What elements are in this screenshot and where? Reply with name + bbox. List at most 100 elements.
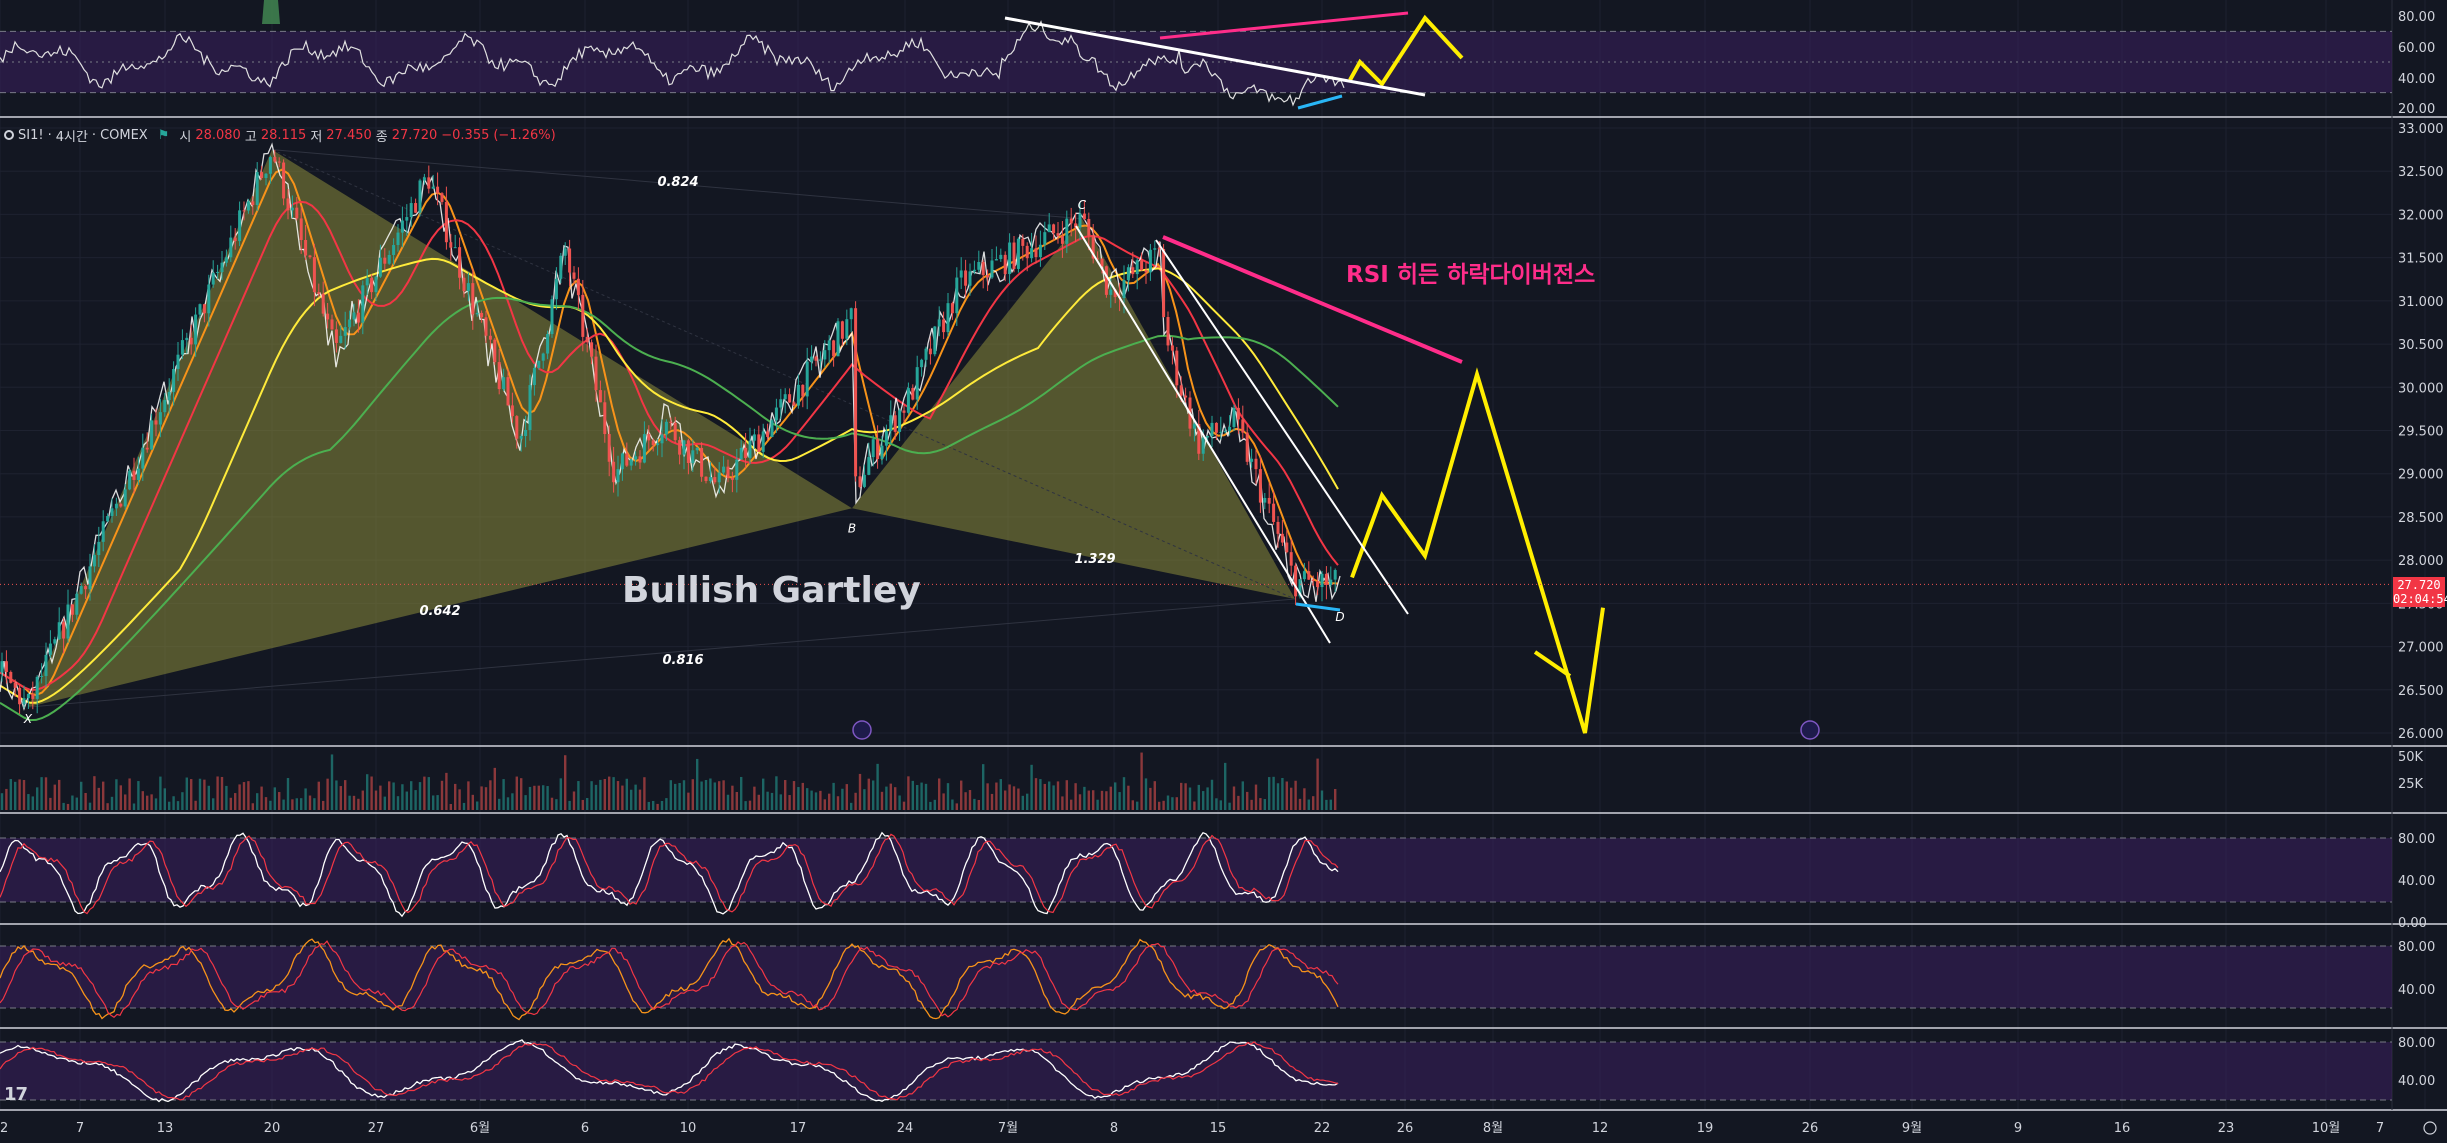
time-tick-label: 9월	[1902, 1121, 1922, 1136]
volume-bar	[22, 779, 26, 810]
ma-slow-line	[0, 257, 1339, 704]
volume-bar	[722, 780, 725, 810]
volume-bar	[770, 792, 774, 810]
candle-body	[484, 317, 488, 336]
volume-bar	[647, 801, 650, 810]
candle-body	[246, 201, 250, 211]
volume-bar	[1250, 799, 1253, 810]
volume-bar	[946, 783, 950, 810]
candle-body	[1016, 238, 1020, 269]
candle-body	[136, 468, 140, 480]
candle-body	[911, 388, 915, 400]
volume-bar	[1158, 801, 1161, 810]
time-tick-label: 7	[76, 1121, 84, 1136]
interval-label[interactable]: 4시간	[55, 129, 88, 145]
candle-body	[132, 470, 136, 480]
volume-bar	[88, 802, 92, 810]
stoch-k-line	[0, 831, 1339, 918]
candle-body	[726, 466, 730, 479]
candle-body	[268, 157, 272, 174]
volume-bar	[348, 795, 351, 810]
candle-body	[876, 439, 880, 460]
candle-body	[612, 461, 616, 483]
oscillator-lines	[0, 0, 1345, 1103]
volume-bar	[524, 795, 527, 810]
candle-body	[1267, 497, 1271, 504]
volume-bar	[220, 776, 224, 810]
volume-bar	[586, 798, 589, 810]
candle-body	[282, 162, 286, 199]
candle-body	[1175, 350, 1179, 386]
volume-bar	[1246, 791, 1249, 810]
tradingview-logo-icon[interactable]: 17	[4, 1084, 28, 1105]
candle-body	[216, 272, 220, 274]
volume-bar	[1197, 784, 1200, 810]
time-tick-label: 24	[897, 1121, 914, 1136]
volume-bar	[71, 795, 74, 810]
volume-bar	[1268, 777, 1271, 810]
volume-bar	[93, 776, 96, 810]
volume-bar	[1061, 796, 1064, 810]
candle-body	[35, 676, 39, 699]
volume-bar	[955, 803, 958, 810]
volume-bar	[858, 773, 862, 810]
candle-body	[356, 312, 360, 323]
volume-bar	[1127, 785, 1130, 810]
volume-bar	[775, 776, 778, 810]
candle-body	[594, 356, 598, 391]
volume-bar	[269, 800, 272, 810]
volume-bar	[546, 786, 549, 810]
candle-body	[299, 218, 303, 240]
candle-body	[334, 329, 338, 343]
candle-body	[920, 359, 924, 368]
candle-body	[1030, 248, 1034, 259]
candle-body	[1170, 345, 1174, 351]
candle-body	[1157, 248, 1161, 250]
volume-bar	[757, 794, 760, 810]
time-tick-label: 13	[157, 1121, 174, 1136]
candle-body	[304, 239, 308, 256]
candle-body	[154, 420, 158, 425]
rsi-low-line	[1297, 94, 1343, 110]
candle-body	[770, 420, 774, 437]
volume-bar	[1272, 776, 1275, 810]
open-label: 시	[179, 129, 192, 145]
candle-body	[1289, 552, 1293, 566]
volume-bar	[1149, 787, 1152, 810]
candle-body	[541, 353, 545, 361]
candle-body	[854, 308, 858, 477]
candle-body	[1100, 258, 1104, 267]
volume-bar	[1276, 783, 1280, 810]
candle-body	[458, 247, 462, 278]
volume-bar	[1070, 799, 1073, 810]
candle-body	[862, 474, 866, 487]
symbol-legend[interactable]: SI1! · 4시간 · COMEX ⚑ 시 28.080 고 28.115 저 27…	[4, 126, 556, 145]
candle-body	[651, 440, 655, 446]
candle-body	[260, 172, 264, 178]
candle-body	[880, 445, 884, 460]
symbol-name[interactable]: SI1!	[18, 127, 44, 143]
volume-bar	[229, 797, 232, 810]
candle-body	[251, 201, 255, 206]
volume-bar	[872, 780, 875, 810]
candle-body	[242, 210, 246, 212]
candle-body	[832, 340, 836, 357]
candle-body	[1316, 581, 1320, 588]
candle-body	[660, 434, 664, 444]
candle-body	[708, 477, 712, 482]
price-tick-label: 26.000	[2398, 727, 2444, 742]
candle-body	[312, 257, 316, 293]
volume-bar	[568, 800, 571, 810]
osc-tick-label: 80.00	[2398, 940, 2435, 955]
volume-bar	[75, 797, 78, 810]
candle-body	[1245, 432, 1249, 462]
volume-bar	[1180, 782, 1183, 810]
candle-body	[101, 521, 105, 542]
candle-body	[1272, 503, 1276, 522]
candle-body	[176, 354, 180, 370]
candle-body	[119, 503, 123, 507]
volume-bar	[1290, 787, 1293, 810]
candle-body	[471, 283, 475, 315]
volume-bar	[31, 796, 34, 810]
